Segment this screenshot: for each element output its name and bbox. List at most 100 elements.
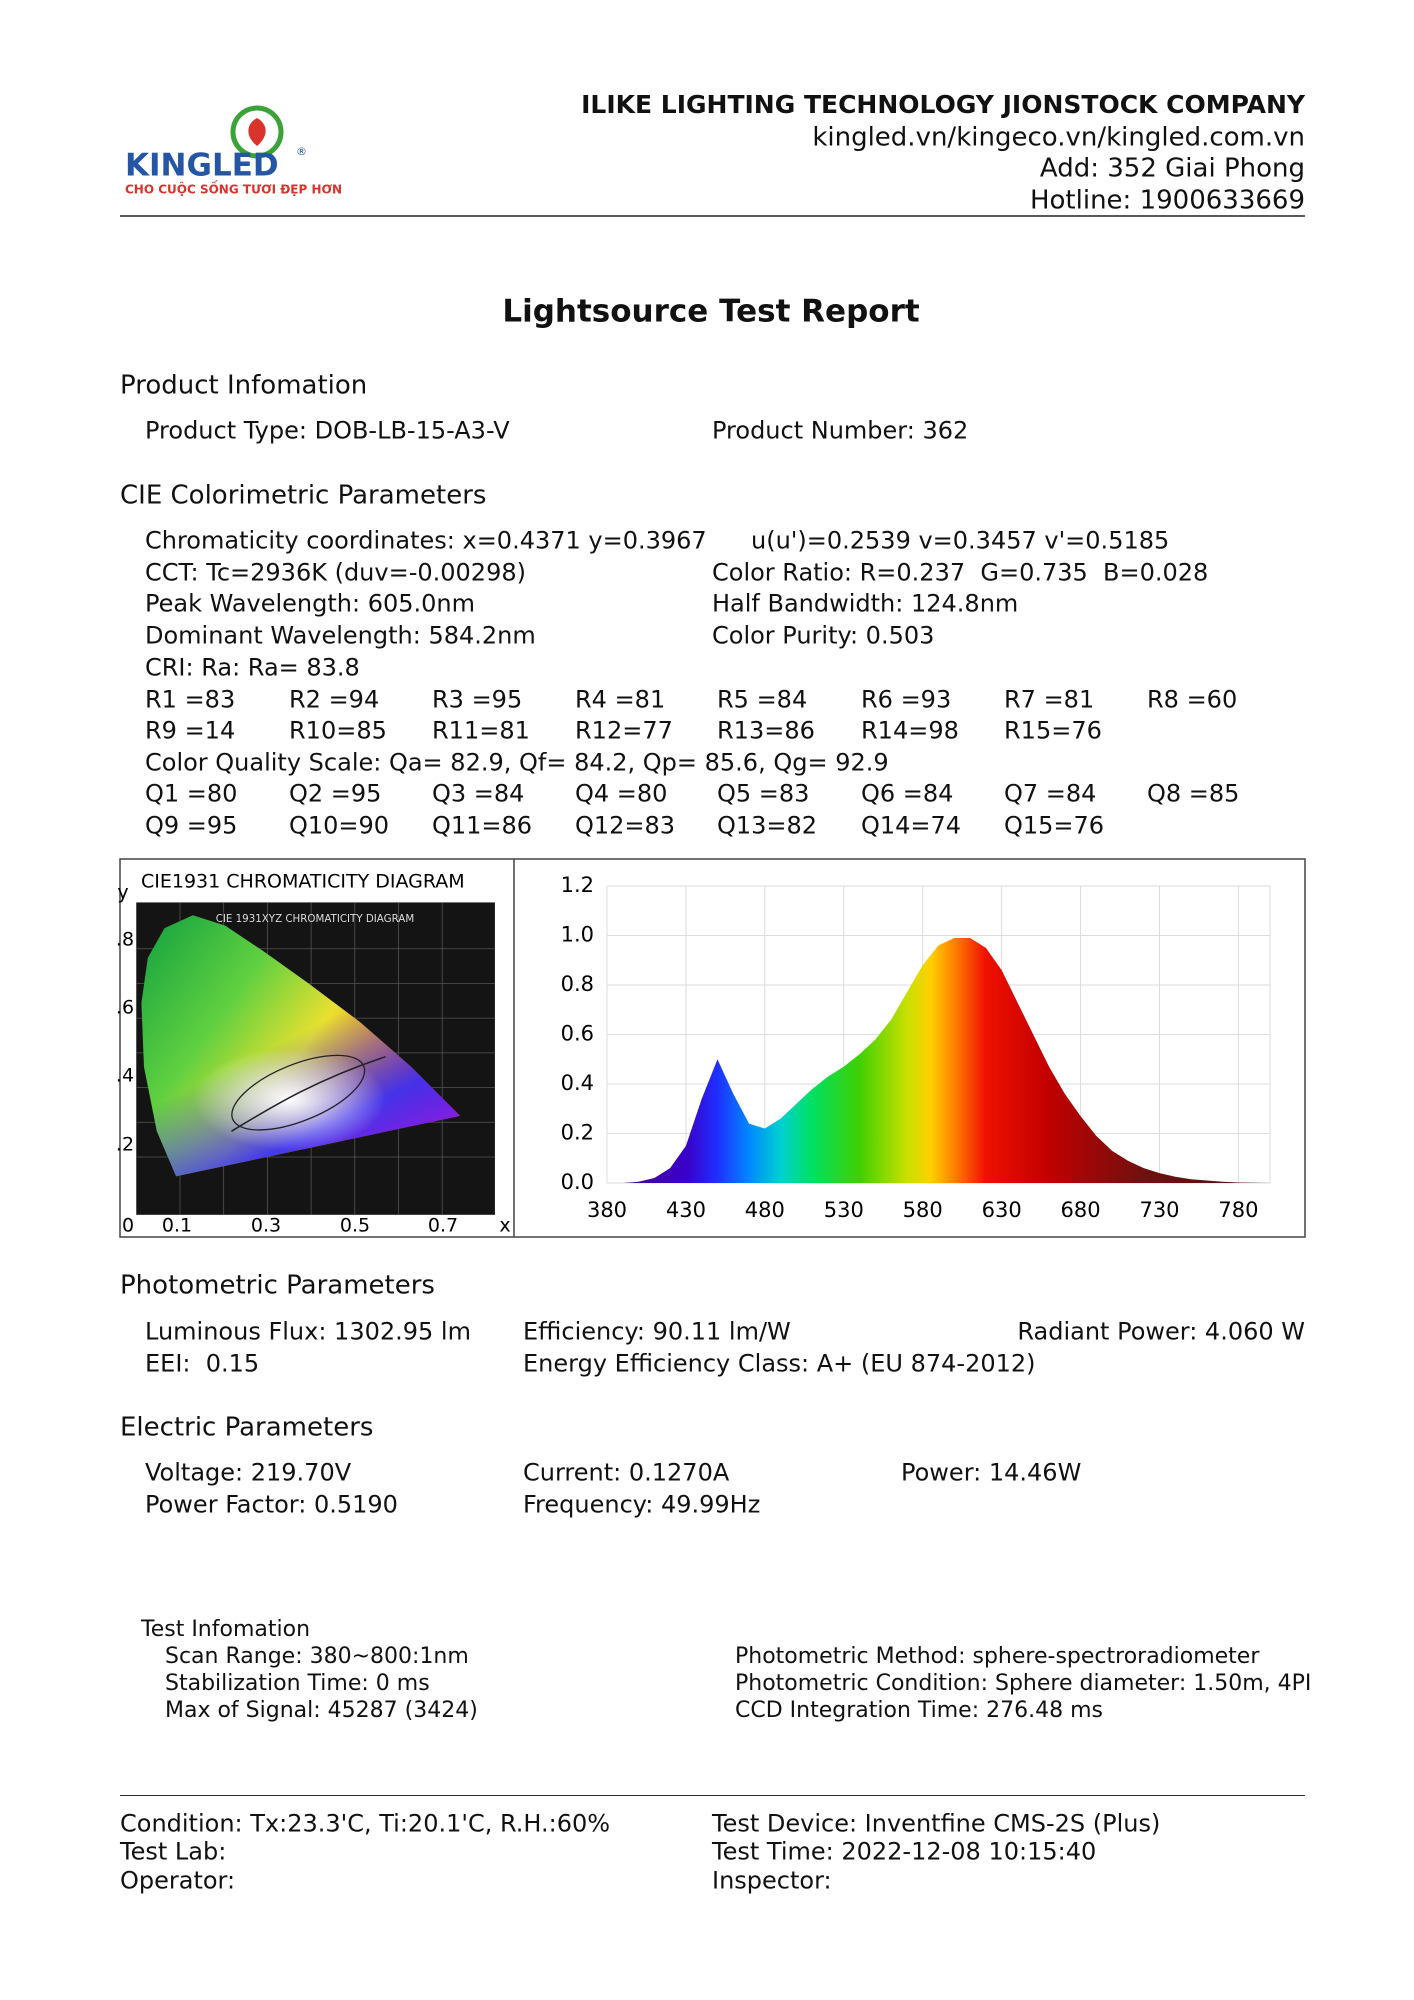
x-tick-label: 480 (745, 1198, 785, 1222)
logo-leaf (248, 118, 266, 146)
cqs: Color Quality Scale: Qa= 82.9, Qf= 84.2,… (145, 748, 889, 777)
logo-ring (230, 105, 284, 159)
index-value: R15=76 (1004, 716, 1102, 745)
index-value: Q7 =84 (1004, 779, 1097, 808)
y-tick-label: 1.0 (561, 923, 594, 947)
index-value: R12=77 (575, 716, 673, 745)
footer-info: Test Lab: (120, 1837, 227, 1866)
index-value: Q11=86 (432, 811, 533, 840)
index-value: R9 =14 (145, 716, 236, 745)
planckian-locus (230, 1055, 386, 1132)
index-value: Q6 =84 (861, 779, 954, 808)
cie-white-area (192, 1047, 386, 1151)
y-tick-label: 0.8 (561, 972, 594, 996)
cie-inner-title: CIE 1931XYZ CHROMATICITY DIAGRAM (216, 913, 414, 925)
cie-ellipse (231, 1054, 366, 1131)
product-number: Product Number: 362 (712, 416, 969, 445)
footer-info: Condition: Tx:23.3'C, Ti:20.1'C, R.H.:60… (120, 1809, 611, 1838)
section-heading: Electric Parameters (120, 1412, 374, 1443)
section-heading: CIE Colorimetric Parameters (120, 480, 487, 511)
parameter: Peak Wavelength: 605.0nm (145, 589, 475, 618)
index-value: Q3 =84 (432, 779, 525, 808)
x-tick-label: 380 (587, 1198, 627, 1222)
footer-info: Operator: (120, 1866, 236, 1895)
logo-tagline: CHO CUỘC SỐNG TƯƠI ĐẸP HƠN (125, 180, 342, 197)
parameter: Color Ratio: R=0.237 G=0.735 B=0.028 (712, 558, 1209, 587)
section-heading: Product Infomation (120, 370, 368, 401)
spectrum-area (607, 937, 1270, 1183)
test-info: Scan Range: 380~800:1nm (165, 1643, 469, 1669)
y-tick-label: 0.2 (561, 1121, 594, 1145)
index-value: Q2 =95 (289, 779, 382, 808)
cie-diagram-image: CIE 1931XYZ CHROMATICITY DIAGRAM (136, 902, 495, 1215)
power: Power: 14.46W (901, 1458, 1082, 1487)
cie-y-tick: .6 (116, 997, 134, 1019)
logo-registered: ® (296, 145, 307, 158)
efficiency: Efficiency: 90.11 lm/W (523, 1317, 791, 1346)
parameter: Dominant Wavelength: 584.2nm (145, 621, 536, 650)
footer-info: Test Time: 2022-12-08 10:15:40 (712, 1837, 1097, 1866)
x-tick-label: 530 (824, 1198, 864, 1222)
radiant-power: Radiant Power: 4.060 W (1017, 1317, 1305, 1346)
cie-y-tick: .4 (116, 1065, 134, 1087)
website: kingled.vn/kingeco.vn/kingled.com.vn (812, 122, 1305, 153)
cie-y-label: y (117, 882, 128, 904)
frequency: Frequency: 49.99Hz (523, 1490, 761, 1519)
test-info: Max of Signal: 45287 (3424) (165, 1697, 478, 1723)
figure-frame (119, 858, 1306, 1238)
x-tick-label: 730 (1139, 1198, 1179, 1222)
current: Current: 0.1270A (523, 1458, 730, 1487)
index-value: R11=81 (432, 716, 530, 745)
spectrum-chart: 0.0 0.2 0.4 0.6 0.8 1.0 1.2 380 430 480 530 580 630 6… (561, 873, 1271, 1222)
index-value: R13=86 (717, 716, 815, 745)
cie-y-tick: .2 (116, 1134, 134, 1156)
index-value: R3 =95 (432, 685, 523, 714)
x-tick-label: 780 (1218, 1198, 1258, 1222)
test-info: Photometric Method: sphere-spectroradiom… (735, 1643, 1260, 1669)
index-value: Q4 =80 (575, 779, 668, 808)
luminous-flux: Luminous Flux: 1302.95 lm (145, 1317, 471, 1346)
y-tick-label: 0.4 (561, 1071, 594, 1095)
x-tick-label: 580 (903, 1198, 943, 1222)
footer-info: Inspector: (712, 1866, 832, 1895)
index-value: R10=85 (289, 716, 387, 745)
cie-x-tick: 0.5 (340, 1215, 370, 1237)
index-value: R6 =93 (861, 685, 952, 714)
product-type: Product Type: DOB-LB-15-A3-V (145, 416, 510, 445)
power-factor: Power Factor: 0.5190 (145, 1490, 398, 1519)
index-value: Q5 =83 (717, 779, 810, 808)
index-value: R5 =84 (717, 685, 808, 714)
index-value: Q9 =95 (145, 811, 238, 840)
parameter: u(u')=0.2539 v=0.3457 v'=0.5185 (751, 526, 1170, 555)
footer-info: Test Device: Inventfine CMS-2S (Plus) (712, 1809, 1161, 1838)
index-value: R2 =94 (289, 685, 380, 714)
test-heading: Test Infomation (141, 1616, 311, 1642)
parameter: Half Bandwidth: 124.8nm (712, 589, 1019, 618)
logo-name: KINGLED (125, 148, 279, 184)
voltage: Voltage: 219.70V (145, 1458, 352, 1487)
index-value: R7 =81 (1004, 685, 1095, 714)
parameter: Color Purity: 0.503 (712, 621, 935, 650)
test-info: Stabilization Time: 0 ms (165, 1670, 430, 1696)
eei: EEI: 0.15 (145, 1349, 260, 1378)
y-tick-label: 0.6 (561, 1022, 594, 1046)
index-value: Q8 =85 (1147, 779, 1240, 808)
index-value: R8 =60 (1147, 685, 1238, 714)
report-title: Lightsource Test Report (502, 293, 920, 330)
index-value: R14=98 (861, 716, 959, 745)
address: Add: 352 Giai Phong (1039, 153, 1305, 184)
cie-x-tick: 0.3 (251, 1215, 281, 1237)
index-value: R1 =83 (145, 685, 236, 714)
index-value: R4 =81 (575, 685, 666, 714)
y-tick-label: 1.2 (561, 873, 594, 897)
index-value: Q13=82 (717, 811, 818, 840)
section-heading: Photometric Parameters (120, 1270, 435, 1301)
cie-y-tick: .8 (116, 929, 134, 951)
y-tick-label: 0.0 (561, 1170, 594, 1194)
index-value: Q12=83 (575, 811, 676, 840)
cie-x-tick: 0.7 (428, 1215, 458, 1237)
index-value: Q15=76 (1004, 811, 1105, 840)
parameter: CCT: Tc=2936K (duv=-0.00298) (145, 558, 526, 587)
